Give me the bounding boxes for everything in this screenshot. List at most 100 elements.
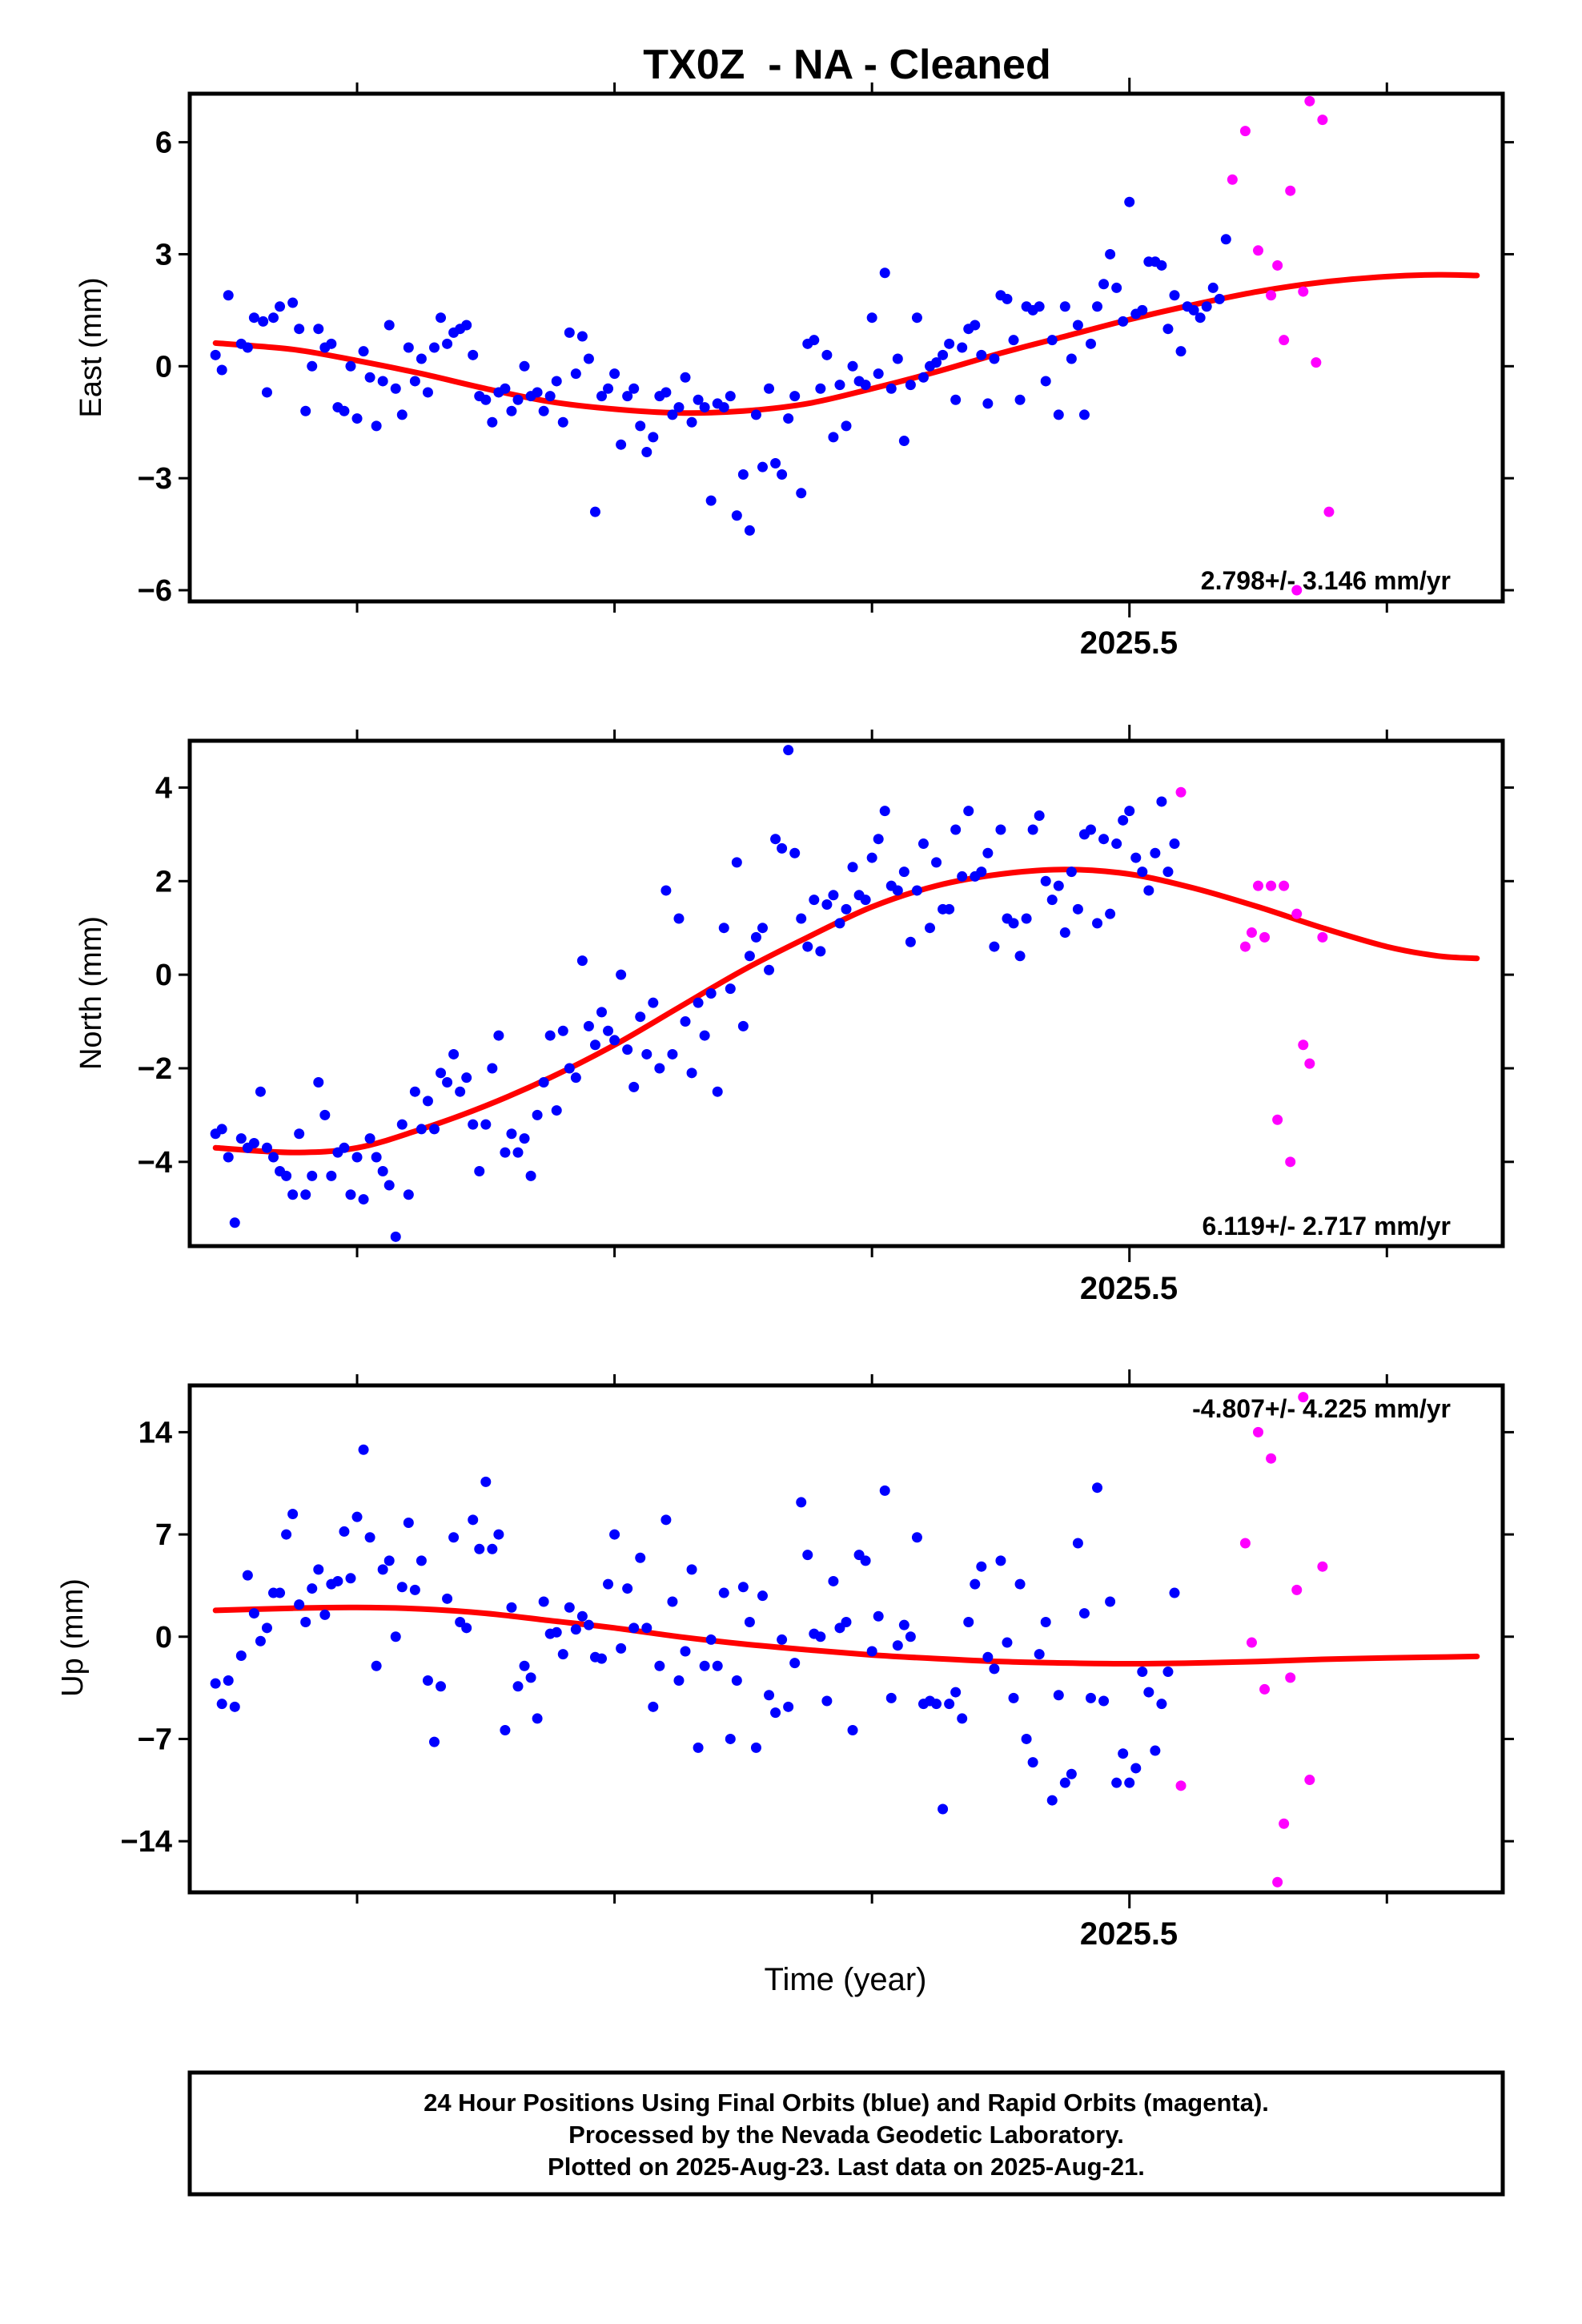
final-point-north-73 bbox=[680, 1016, 691, 1027]
final-point-north-111 bbox=[925, 923, 936, 934]
rapid-point-east-4 bbox=[1272, 259, 1283, 271]
x-ticks-up bbox=[355, 1369, 1388, 1908]
final-point-north-124 bbox=[1008, 918, 1019, 929]
final-point-north-21 bbox=[345, 1189, 356, 1200]
final-point-east-19 bbox=[345, 360, 356, 372]
final-point-north-1 bbox=[216, 1124, 227, 1135]
final-point-up-95 bbox=[821, 1695, 833, 1707]
final-point-north-2 bbox=[223, 1152, 234, 1163]
footer-line-3: Plotted on 2025-Aug-23. Last data on 202… bbox=[548, 2153, 1145, 2181]
x-ticks-east bbox=[355, 78, 1388, 617]
final-point-north-144 bbox=[1137, 866, 1148, 878]
rapid-point-north-2 bbox=[1246, 927, 1257, 939]
final-point-up-41 bbox=[474, 1543, 485, 1554]
final-point-east-65 bbox=[641, 447, 652, 458]
final-point-east-40 bbox=[480, 394, 492, 405]
y-tick-label-north-4: 4 bbox=[155, 771, 172, 805]
final-point-north-139 bbox=[1105, 908, 1116, 919]
final-point-up-81 bbox=[731, 1675, 742, 1686]
final-point-east-139 bbox=[1118, 316, 1129, 327]
rapid-point-east-9 bbox=[1304, 95, 1315, 107]
rapid-point-east-7 bbox=[1291, 585, 1303, 596]
final-point-east-1 bbox=[216, 364, 227, 376]
final-point-east-113 bbox=[950, 394, 962, 405]
final-point-east-155 bbox=[1220, 234, 1231, 245]
final-point-up-89 bbox=[783, 1701, 794, 1712]
final-point-east-106 bbox=[905, 380, 916, 391]
final-point-north-88 bbox=[777, 842, 788, 854]
final-point-north-56 bbox=[570, 1072, 581, 1084]
rapid-point-east-12 bbox=[1323, 506, 1335, 517]
final-point-east-2 bbox=[223, 290, 234, 301]
final-point-east-91 bbox=[809, 335, 820, 346]
final-point-east-11 bbox=[294, 324, 305, 335]
final-point-east-48 bbox=[532, 387, 543, 398]
final-point-north-95 bbox=[821, 899, 833, 910]
final-point-up-71 bbox=[667, 1596, 678, 1607]
final-point-north-75 bbox=[693, 997, 704, 1008]
final-point-east-74 bbox=[699, 402, 710, 413]
final-point-up-145 bbox=[1143, 1687, 1154, 1698]
final-point-up-55 bbox=[564, 1602, 575, 1613]
final-point-east-129 bbox=[1053, 409, 1064, 420]
final-point-east-86 bbox=[777, 469, 788, 480]
final-point-east-148 bbox=[1175, 346, 1186, 357]
final-point-north-48 bbox=[519, 1133, 530, 1144]
final-point-east-33 bbox=[436, 312, 447, 324]
final-point-up-22 bbox=[351, 1511, 363, 1522]
fit-line-up bbox=[212, 1604, 1480, 1667]
final-point-up-140 bbox=[1111, 1777, 1122, 1788]
final-point-north-85 bbox=[757, 923, 768, 934]
final-point-east-133 bbox=[1078, 409, 1090, 420]
y-axis-label-up: Up (mm) bbox=[56, 1578, 90, 1697]
final-point-up-10 bbox=[275, 1587, 286, 1598]
final-point-up-39 bbox=[461, 1622, 472, 1634]
panel-up: −14 −7 0 7 14 Up (mm) 2025.5 -4.807+/- 4.225… bbox=[56, 1369, 1514, 1952]
final-point-east-58 bbox=[596, 391, 608, 402]
final-point-up-16 bbox=[313, 1564, 324, 1575]
final-point-up-136 bbox=[1085, 1692, 1096, 1703]
final-point-north-6 bbox=[248, 1137, 259, 1148]
final-point-north-125 bbox=[1014, 951, 1026, 962]
x-tick-label-east: 2025.5 bbox=[1080, 625, 1178, 661]
final-points-east bbox=[210, 196, 1231, 536]
final-point-east-73 bbox=[693, 394, 704, 405]
final-point-up-76 bbox=[699, 1660, 710, 1671]
final-point-north-116 bbox=[957, 870, 968, 882]
final-point-up-79 bbox=[718, 1587, 729, 1598]
final-point-east-88 bbox=[789, 391, 801, 402]
final-point-east-92 bbox=[815, 383, 826, 394]
final-point-east-146 bbox=[1162, 324, 1174, 335]
final-point-north-79 bbox=[718, 923, 729, 934]
final-point-east-31 bbox=[422, 387, 433, 398]
final-point-north-133 bbox=[1066, 866, 1077, 878]
final-point-north-93 bbox=[809, 895, 820, 906]
final-point-up-50 bbox=[532, 1713, 543, 1724]
final-point-north-53 bbox=[551, 1105, 562, 1116]
final-point-east-96 bbox=[841, 420, 852, 432]
final-point-north-4 bbox=[235, 1133, 247, 1144]
final-point-east-81 bbox=[744, 525, 755, 536]
final-point-north-148 bbox=[1162, 866, 1174, 878]
y-tick-label-up-2: 0 bbox=[155, 1621, 172, 1655]
final-point-up-36 bbox=[442, 1593, 453, 1604]
final-point-north-43 bbox=[487, 1063, 498, 1074]
final-point-up-6 bbox=[248, 1608, 259, 1619]
final-point-north-104 bbox=[879, 806, 890, 817]
final-point-north-15 bbox=[307, 1170, 318, 1181]
final-point-up-61 bbox=[603, 1578, 614, 1590]
final-point-east-123 bbox=[1014, 394, 1026, 405]
final-point-north-102 bbox=[866, 852, 877, 863]
final-point-north-3 bbox=[229, 1217, 240, 1228]
final-point-north-71 bbox=[667, 1048, 678, 1059]
final-point-north-115 bbox=[950, 824, 962, 835]
final-point-north-58 bbox=[583, 1020, 594, 1031]
final-point-north-44 bbox=[493, 1030, 504, 1041]
final-point-east-103 bbox=[885, 383, 897, 394]
final-point-north-97 bbox=[834, 918, 845, 929]
final-point-up-20 bbox=[339, 1526, 350, 1537]
final-point-north-89 bbox=[783, 745, 794, 756]
final-point-north-46 bbox=[506, 1128, 517, 1140]
final-point-north-28 bbox=[390, 1231, 401, 1242]
final-point-north-24 bbox=[364, 1133, 375, 1144]
